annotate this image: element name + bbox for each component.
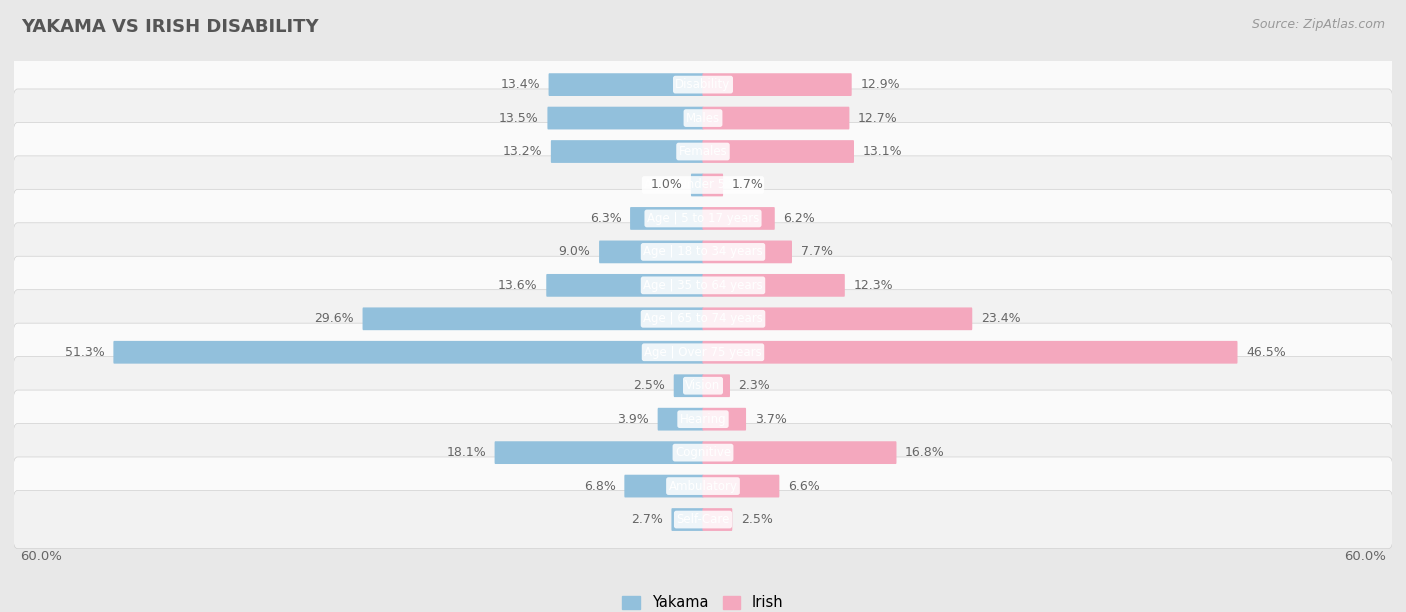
Text: 51.3%: 51.3% [65, 346, 105, 359]
FancyBboxPatch shape [548, 73, 703, 96]
Text: 6.2%: 6.2% [783, 212, 815, 225]
FancyBboxPatch shape [703, 174, 723, 196]
FancyBboxPatch shape [703, 475, 779, 498]
FancyBboxPatch shape [624, 475, 703, 498]
Text: 2.3%: 2.3% [738, 379, 770, 392]
Text: 16.8%: 16.8% [905, 446, 945, 459]
FancyBboxPatch shape [13, 89, 1393, 147]
Text: 7.7%: 7.7% [800, 245, 832, 258]
Legend: Yakama, Irish: Yakama, Irish [617, 589, 789, 612]
FancyBboxPatch shape [13, 189, 1393, 247]
Text: 2.7%: 2.7% [631, 513, 662, 526]
Text: 13.2%: 13.2% [502, 145, 543, 158]
Text: 12.7%: 12.7% [858, 111, 898, 125]
Text: Age | Under 5 years: Age | Under 5 years [644, 179, 762, 192]
FancyBboxPatch shape [599, 241, 703, 263]
FancyBboxPatch shape [703, 441, 897, 464]
FancyBboxPatch shape [495, 441, 703, 464]
Text: Age | 18 to 34 years: Age | 18 to 34 years [643, 245, 763, 258]
Text: Age | 65 to 74 years: Age | 65 to 74 years [643, 312, 763, 326]
Text: YAKAMA VS IRISH DISABILITY: YAKAMA VS IRISH DISABILITY [21, 18, 319, 36]
Text: 1.7%: 1.7% [731, 179, 763, 192]
Text: 6.3%: 6.3% [589, 212, 621, 225]
Text: 13.1%: 13.1% [863, 145, 903, 158]
Text: Self-Care: Self-Care [676, 513, 730, 526]
FancyBboxPatch shape [13, 256, 1393, 315]
Text: 46.5%: 46.5% [1246, 346, 1286, 359]
Text: 9.0%: 9.0% [558, 245, 591, 258]
FancyBboxPatch shape [363, 307, 703, 330]
Text: Ambulatory: Ambulatory [668, 480, 738, 493]
Text: 12.9%: 12.9% [860, 78, 900, 91]
Text: Age | Over 75 years: Age | Over 75 years [644, 346, 762, 359]
Text: Hearing: Hearing [679, 412, 727, 426]
FancyBboxPatch shape [658, 408, 703, 431]
FancyBboxPatch shape [13, 223, 1393, 281]
Text: 6.6%: 6.6% [787, 480, 820, 493]
FancyBboxPatch shape [672, 508, 703, 531]
Text: Males: Males [686, 111, 720, 125]
Text: 13.6%: 13.6% [498, 279, 537, 292]
Text: Age | 5 to 17 years: Age | 5 to 17 years [647, 212, 759, 225]
FancyBboxPatch shape [114, 341, 703, 364]
Text: 29.6%: 29.6% [315, 312, 354, 326]
FancyBboxPatch shape [13, 357, 1393, 415]
FancyBboxPatch shape [703, 341, 1237, 364]
Text: 12.3%: 12.3% [853, 279, 893, 292]
FancyBboxPatch shape [630, 207, 703, 230]
Text: 6.8%: 6.8% [583, 480, 616, 493]
Text: 23.4%: 23.4% [981, 312, 1021, 326]
FancyBboxPatch shape [13, 323, 1393, 381]
Text: 2.5%: 2.5% [741, 513, 773, 526]
FancyBboxPatch shape [703, 408, 747, 431]
FancyBboxPatch shape [703, 241, 792, 263]
Text: 13.4%: 13.4% [501, 78, 540, 91]
FancyBboxPatch shape [703, 73, 852, 96]
FancyBboxPatch shape [673, 375, 703, 397]
Text: Females: Females [679, 145, 727, 158]
FancyBboxPatch shape [551, 140, 703, 163]
FancyBboxPatch shape [703, 375, 730, 397]
FancyBboxPatch shape [703, 274, 845, 297]
Text: Vision: Vision [685, 379, 721, 392]
FancyBboxPatch shape [703, 106, 849, 130]
Text: 3.9%: 3.9% [617, 412, 650, 426]
FancyBboxPatch shape [703, 207, 775, 230]
FancyBboxPatch shape [690, 174, 703, 196]
FancyBboxPatch shape [13, 122, 1393, 181]
Text: 2.5%: 2.5% [633, 379, 665, 392]
Text: Cognitive: Cognitive [675, 446, 731, 459]
FancyBboxPatch shape [703, 140, 853, 163]
Text: Disability: Disability [675, 78, 731, 91]
Text: 18.1%: 18.1% [446, 446, 486, 459]
Text: 60.0%: 60.0% [20, 550, 62, 563]
FancyBboxPatch shape [703, 307, 973, 330]
FancyBboxPatch shape [13, 390, 1393, 448]
Text: 60.0%: 60.0% [1344, 550, 1386, 563]
Text: 1.0%: 1.0% [651, 179, 682, 192]
FancyBboxPatch shape [13, 490, 1393, 548]
Text: Source: ZipAtlas.com: Source: ZipAtlas.com [1251, 18, 1385, 31]
FancyBboxPatch shape [547, 274, 703, 297]
FancyBboxPatch shape [13, 457, 1393, 515]
FancyBboxPatch shape [13, 424, 1393, 482]
FancyBboxPatch shape [547, 106, 703, 130]
FancyBboxPatch shape [13, 289, 1393, 348]
Text: 3.7%: 3.7% [755, 412, 786, 426]
FancyBboxPatch shape [703, 508, 733, 531]
FancyBboxPatch shape [13, 56, 1393, 114]
Text: 13.5%: 13.5% [499, 111, 538, 125]
Text: Age | 35 to 64 years: Age | 35 to 64 years [643, 279, 763, 292]
FancyBboxPatch shape [13, 156, 1393, 214]
